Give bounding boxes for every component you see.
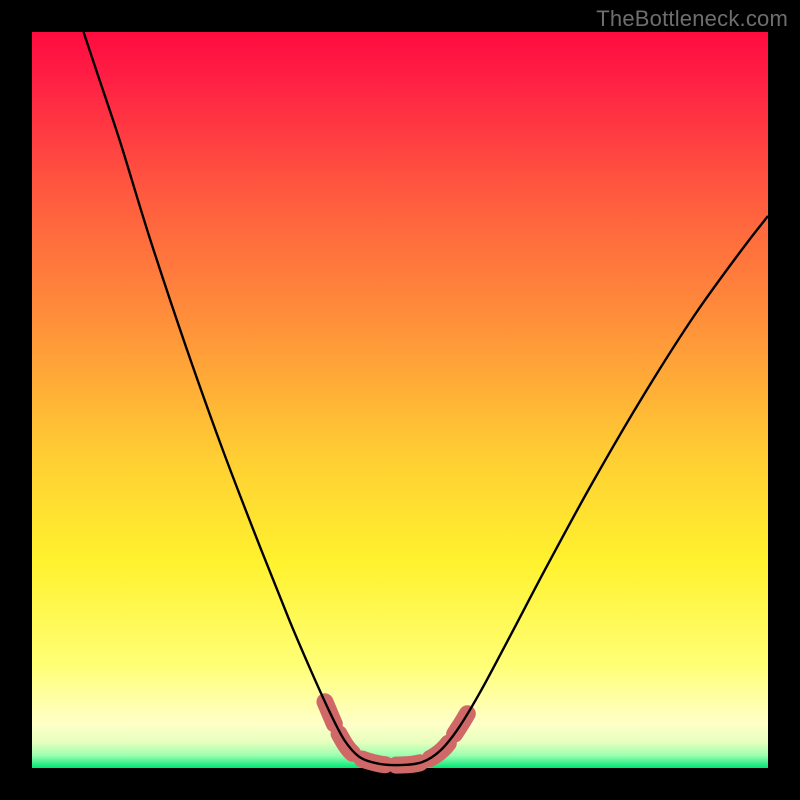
optimal-range-marker	[325, 702, 472, 765]
curve-layer	[32, 32, 768, 768]
source-watermark: TheBottleneck.com	[596, 6, 788, 32]
plot-area	[32, 32, 768, 768]
bottleneck-curve	[84, 32, 768, 765]
chart-canvas: TheBottleneck.com	[0, 0, 800, 800]
